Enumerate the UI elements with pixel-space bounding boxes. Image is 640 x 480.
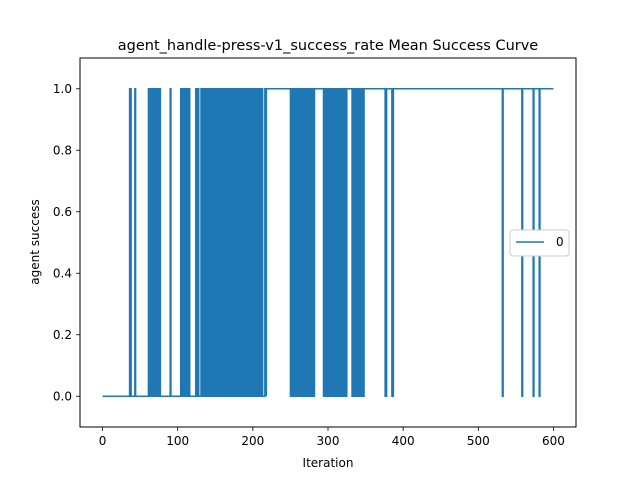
legend-box	[509, 229, 570, 257]
series-line-0	[102, 88, 554, 397]
x-axis-label: Iteration	[303, 456, 354, 470]
series-group	[102, 88, 554, 397]
y-tick-label: 0.8	[53, 143, 72, 157]
chart-title: agent_handle-press-v1_success_rate Mean …	[118, 38, 539, 54]
y-tick-label: 0.2	[53, 328, 72, 342]
x-tick-label: 600	[542, 434, 565, 448]
x-tick-label: 500	[467, 434, 490, 448]
y-tick-label: 0.6	[53, 205, 72, 219]
y-tick-label: 0.0	[53, 389, 72, 403]
x-tick-label: 300	[317, 434, 340, 448]
legend: 0	[509, 229, 570, 257]
y-axis-label: agent success	[28, 199, 42, 284]
x-tick-label: 100	[166, 434, 189, 448]
x-axis-ticks: 0 100 200 300 400 500 600	[99, 427, 565, 448]
x-tick-label: 400	[392, 434, 415, 448]
x-tick-label: 0	[99, 434, 107, 448]
y-tick-label: 1.0	[53, 82, 72, 96]
plot-area: 0 100 200 300 400 500 600 0.0 0.2 0.4 0.6 0.8 1.0	[53, 57, 577, 448]
y-axis-ticks: 0.0 0.2 0.4 0.6 0.8 1.0	[53, 82, 80, 403]
x-tick-label: 200	[241, 434, 264, 448]
legend-label-0: 0	[556, 235, 564, 249]
y-tick-label: 0.4	[53, 266, 72, 280]
